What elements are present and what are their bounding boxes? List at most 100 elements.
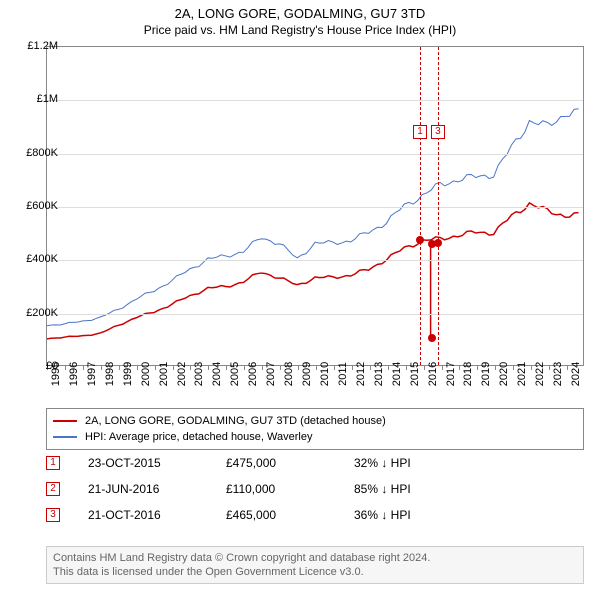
- footer-line1: Contains HM Land Registry data © Crown c…: [53, 551, 577, 565]
- x-tick: [459, 365, 460, 370]
- x-axis-label: 1997: [86, 362, 98, 386]
- event-line: [438, 47, 439, 365]
- x-axis-label: 2009: [301, 362, 313, 386]
- legend-swatch: [53, 420, 77, 422]
- x-tick: [442, 365, 443, 370]
- x-tick: [173, 365, 174, 370]
- x-axis-label: 2003: [193, 362, 205, 386]
- sale-price: £465,000: [226, 502, 326, 528]
- y-axis-label: £600K: [26, 200, 58, 212]
- y-axis-label: £200K: [26, 307, 58, 319]
- sale-date: 23-OCT-2015: [88, 450, 198, 476]
- x-tick: [531, 365, 532, 370]
- sale-price: £475,000: [226, 450, 326, 476]
- legend-label: 2A, LONG GORE, GODALMING, GU7 3TD (detac…: [85, 413, 386, 429]
- x-axis-label: 2012: [355, 362, 367, 386]
- y-axis-label: £400K: [26, 253, 58, 265]
- x-tick: [567, 365, 568, 370]
- x-axis-label: 2013: [373, 362, 385, 386]
- series-line: [47, 203, 579, 339]
- sale-dot: [416, 236, 424, 244]
- x-tick: [280, 365, 281, 370]
- sale-date: 21-JUN-2016: [88, 476, 198, 502]
- x-tick: [101, 365, 102, 370]
- x-tick: [262, 365, 263, 370]
- sales-table: 1 23-OCT-2015 £475,000 32% ↓ HPI 2 21-JUN-201…: [46, 450, 584, 528]
- chart-svg: [47, 47, 583, 365]
- x-axis-label: 2006: [247, 362, 259, 386]
- y-axis-label: £800K: [26, 147, 58, 159]
- chart-subtitle: Price paid vs. HM Land Registry's House …: [0, 23, 600, 37]
- sale-delta: 36% ↓ HPI: [354, 502, 411, 528]
- line-chart: 13: [46, 46, 584, 366]
- sale-date: 21-OCT-2016: [88, 502, 198, 528]
- x-axis-label: 2023: [552, 362, 564, 386]
- gridline: [47, 260, 583, 261]
- x-tick: [298, 365, 299, 370]
- event-marker: 1: [413, 125, 427, 139]
- x-tick: [244, 365, 245, 370]
- x-axis-label: 2014: [391, 362, 403, 386]
- y-axis-label: £1.2M: [27, 40, 58, 52]
- sale-delta: 85% ↓ HPI: [354, 476, 411, 502]
- x-tick: [155, 365, 156, 370]
- legend-item: 2A, LONG GORE, GODALMING, GU7 3TD (detac…: [53, 413, 577, 429]
- x-tick: [137, 365, 138, 370]
- x-tick: [495, 365, 496, 370]
- sale-row: 1 23-OCT-2015 £475,000 32% ↓ HPI: [46, 450, 584, 476]
- x-tick: [334, 365, 335, 370]
- event-line: [420, 47, 421, 365]
- x-axis-label: 2000: [140, 362, 152, 386]
- x-tick: [549, 365, 550, 370]
- legend-label: HPI: Average price, detached house, Wave…: [85, 429, 312, 445]
- x-axis-label: 2018: [462, 362, 474, 386]
- legend-item: HPI: Average price, detached house, Wave…: [53, 429, 577, 445]
- x-tick: [208, 365, 209, 370]
- x-tick: [477, 365, 478, 370]
- x-axis-label: 2010: [319, 362, 331, 386]
- x-axis-label: 2005: [229, 362, 241, 386]
- y-axis-label: £1M: [37, 93, 58, 105]
- x-tick: [370, 365, 371, 370]
- x-axis-label: 2002: [176, 362, 188, 386]
- x-tick: [352, 365, 353, 370]
- sale-index: 2: [46, 482, 60, 496]
- chart-title: 2A, LONG GORE, GODALMING, GU7 3TD: [0, 6, 600, 21]
- sale-index: 1: [46, 456, 60, 470]
- x-tick: [83, 365, 84, 370]
- gridline: [47, 314, 583, 315]
- sale-dot: [434, 239, 442, 247]
- x-tick: [388, 365, 389, 370]
- sale-index: 3: [46, 508, 60, 522]
- x-tick: [226, 365, 227, 370]
- sale-dot: [428, 334, 436, 342]
- series-line: [47, 109, 579, 326]
- x-axis-label: 2020: [498, 362, 510, 386]
- event-marker: 3: [431, 125, 445, 139]
- x-axis-label: 2019: [480, 362, 492, 386]
- x-tick: [119, 365, 120, 370]
- x-axis-label: 2007: [265, 362, 277, 386]
- x-tick: [190, 365, 191, 370]
- x-axis-label: 2017: [445, 362, 457, 386]
- legend: 2A, LONG GORE, GODALMING, GU7 3TD (detac…: [46, 408, 584, 450]
- gridline: [47, 154, 583, 155]
- sale-delta: 32% ↓ HPI: [354, 450, 411, 476]
- x-axis-label: 2021: [516, 362, 528, 386]
- x-axis-label: 1999: [122, 362, 134, 386]
- x-axis-label: 2016: [427, 362, 439, 386]
- x-axis-label: 2015: [409, 362, 421, 386]
- gridline: [47, 207, 583, 208]
- x-axis-label: 2024: [570, 362, 582, 386]
- x-tick: [406, 365, 407, 370]
- sale-price: £110,000: [226, 476, 326, 502]
- x-axis-label: 2022: [534, 362, 546, 386]
- x-tick: [316, 365, 317, 370]
- sale-row: 2 21-JUN-2016 £110,000 85% ↓ HPI: [46, 476, 584, 502]
- x-axis-label: 2001: [158, 362, 170, 386]
- x-tick: [424, 365, 425, 370]
- footer-line2: This data is licensed under the Open Gov…: [53, 565, 577, 579]
- gridline: [47, 100, 583, 101]
- legend-swatch: [53, 436, 77, 438]
- chart-titles: 2A, LONG GORE, GODALMING, GU7 3TD Price …: [0, 0, 600, 37]
